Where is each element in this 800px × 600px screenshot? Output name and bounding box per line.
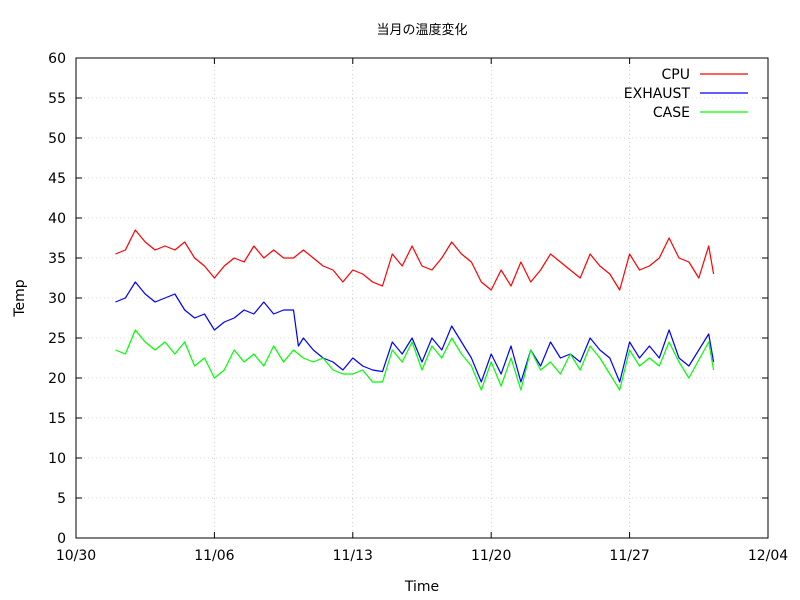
legend: CPU EXHAUST CASE [624, 67, 748, 121]
y-tick-label: 50 [48, 131, 66, 147]
x-tick-label: 11/20 [471, 548, 511, 564]
series-line-cpu [115, 229, 715, 291]
series-line-exhaust [115, 281, 715, 383]
legend-label-exhaust: EXHAUST [624, 86, 691, 102]
x-tick-label: 11/27 [609, 548, 649, 564]
legend-label-case: CASE [653, 105, 690, 121]
x-tick-label: 11/13 [333, 548, 373, 564]
y-tick-label: 55 [48, 91, 66, 107]
grid-lines [76, 58, 768, 538]
y-tick-label: 60 [48, 51, 66, 67]
y-tick-label: 5 [57, 491, 66, 507]
y-tick-label: 0 [57, 531, 66, 547]
y-tick-label: 35 [48, 251, 66, 267]
y-tick-label: 40 [48, 211, 66, 227]
x-tick-label: 11/06 [194, 548, 234, 564]
y-tick-label: 30 [48, 291, 66, 307]
chart-title: 当月の温度変化 [376, 22, 467, 38]
x-axis-title: Time [404, 579, 439, 595]
y-axis-title: Temp [12, 279, 28, 317]
series-line-case [115, 329, 715, 391]
y-tick-label: 25 [48, 331, 66, 347]
y-tick-label: 15 [48, 411, 66, 427]
legend-label-cpu: CPU [662, 67, 690, 83]
y-tick-label: 20 [48, 371, 66, 387]
y-tick-label: 10 [48, 451, 66, 467]
series-lines [115, 229, 715, 391]
x-tick-label: 12/04 [748, 548, 788, 564]
y-tick-label: 45 [48, 171, 66, 187]
x-tick-label: 10/30 [56, 548, 96, 564]
axis-ticks: 0 5 10 15 20 25 30 35 40 45 50 55 60 10/30 11/06 11/13 1… [48, 51, 788, 564]
